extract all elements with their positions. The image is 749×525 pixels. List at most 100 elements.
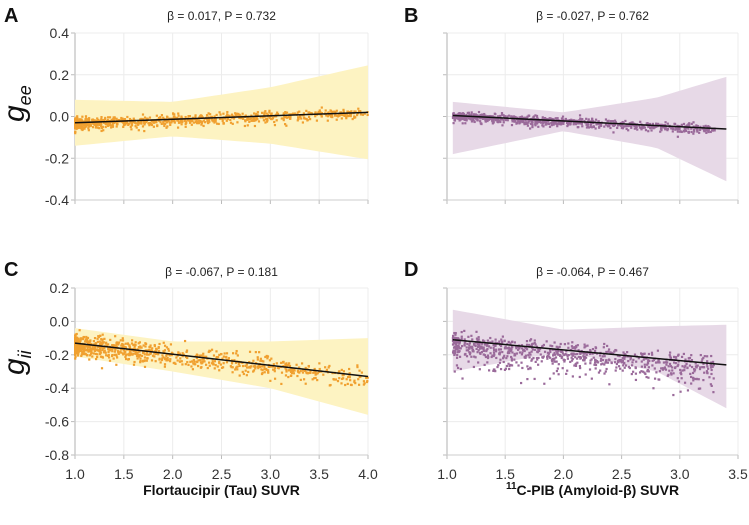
data-point bbox=[231, 360, 234, 364]
data-point bbox=[74, 125, 77, 128]
data-point bbox=[318, 109, 321, 112]
x-tick-label: 1.5 bbox=[495, 466, 515, 482]
data-point bbox=[331, 114, 334, 117]
data-point bbox=[100, 115, 103, 119]
data-point bbox=[491, 119, 494, 122]
data-point bbox=[596, 122, 599, 125]
x-axis-label: 11C-PIB (Amyloid-β) SUVR bbox=[506, 481, 679, 498]
data-point bbox=[482, 346, 485, 349]
data-point bbox=[672, 372, 675, 375]
data-point bbox=[472, 342, 476, 346]
data-point bbox=[603, 372, 606, 375]
data-point bbox=[204, 121, 207, 124]
data-point bbox=[578, 351, 581, 354]
data-point bbox=[609, 126, 612, 130]
data-point bbox=[510, 115, 513, 118]
data-point bbox=[573, 346, 576, 349]
data-point bbox=[238, 364, 241, 368]
data-point bbox=[621, 124, 624, 127]
data-point bbox=[537, 348, 540, 352]
data-point bbox=[191, 360, 194, 363]
x-tick-label: 1.0 bbox=[437, 466, 457, 482]
data-point bbox=[454, 347, 458, 350]
data-point bbox=[470, 120, 474, 123]
data-point bbox=[314, 115, 317, 118]
data-point bbox=[537, 356, 540, 360]
data-point bbox=[362, 380, 366, 383]
data-point bbox=[495, 348, 498, 351]
data-point bbox=[284, 111, 287, 114]
data-point bbox=[509, 342, 512, 345]
data-point bbox=[605, 123, 608, 126]
data-point bbox=[136, 348, 139, 351]
data-point bbox=[106, 118, 109, 122]
data-point bbox=[273, 123, 277, 127]
data-point bbox=[143, 353, 146, 356]
data-point bbox=[590, 126, 594, 129]
data-point bbox=[583, 343, 586, 346]
data-point bbox=[518, 347, 521, 350]
data-point bbox=[505, 364, 508, 368]
data-point bbox=[676, 135, 679, 138]
data-point bbox=[259, 116, 262, 119]
data-point bbox=[456, 346, 459, 349]
data-point bbox=[630, 372, 633, 376]
data-point bbox=[262, 360, 265, 363]
data-point bbox=[483, 112, 486, 116]
data-point bbox=[649, 126, 652, 129]
data-point bbox=[465, 346, 468, 349]
data-point bbox=[236, 365, 239, 368]
data-point bbox=[159, 121, 162, 124]
data-point bbox=[515, 352, 518, 355]
data-point bbox=[302, 378, 306, 381]
data-point bbox=[471, 348, 475, 352]
data-point bbox=[672, 393, 675, 397]
data-point bbox=[162, 122, 166, 125]
data-point bbox=[354, 110, 357, 113]
data-point bbox=[124, 357, 128, 361]
data-point bbox=[252, 119, 255, 122]
data-point bbox=[661, 368, 664, 371]
data-point bbox=[502, 360, 505, 364]
data-point bbox=[470, 111, 473, 114]
data-point bbox=[141, 113, 145, 116]
data-point bbox=[478, 347, 482, 350]
data-point bbox=[132, 352, 135, 355]
data-point bbox=[82, 352, 85, 356]
data-point bbox=[546, 355, 549, 358]
data-point bbox=[552, 122, 555, 125]
data-point bbox=[489, 352, 492, 355]
data-point bbox=[170, 354, 173, 357]
data-point bbox=[518, 116, 521, 119]
data-point bbox=[274, 366, 277, 370]
data-point bbox=[565, 121, 569, 125]
data-point bbox=[693, 370, 696, 373]
data-point bbox=[344, 112, 347, 116]
data-point bbox=[713, 129, 716, 132]
y-tick-label: -0.2 bbox=[45, 150, 69, 166]
data-point bbox=[515, 347, 518, 350]
data-point bbox=[546, 354, 549, 357]
data-point bbox=[121, 339, 125, 342]
data-point bbox=[84, 118, 87, 121]
data-point bbox=[268, 359, 272, 362]
data-point bbox=[134, 343, 137, 347]
data-point bbox=[533, 348, 537, 351]
data-point bbox=[194, 114, 197, 117]
data-point bbox=[453, 370, 456, 373]
data-point bbox=[77, 352, 80, 355]
data-point bbox=[87, 340, 90, 343]
data-point bbox=[457, 344, 460, 347]
data-point bbox=[543, 116, 546, 120]
data-point bbox=[147, 349, 150, 352]
data-point bbox=[284, 363, 287, 366]
data-point bbox=[139, 357, 142, 360]
data-point bbox=[687, 131, 690, 134]
data-point bbox=[253, 365, 257, 369]
data-point bbox=[591, 352, 594, 355]
data-point bbox=[639, 120, 642, 123]
data-point bbox=[300, 362, 304, 365]
data-point bbox=[475, 117, 478, 120]
data-point bbox=[200, 354, 203, 357]
data-point bbox=[529, 353, 532, 356]
